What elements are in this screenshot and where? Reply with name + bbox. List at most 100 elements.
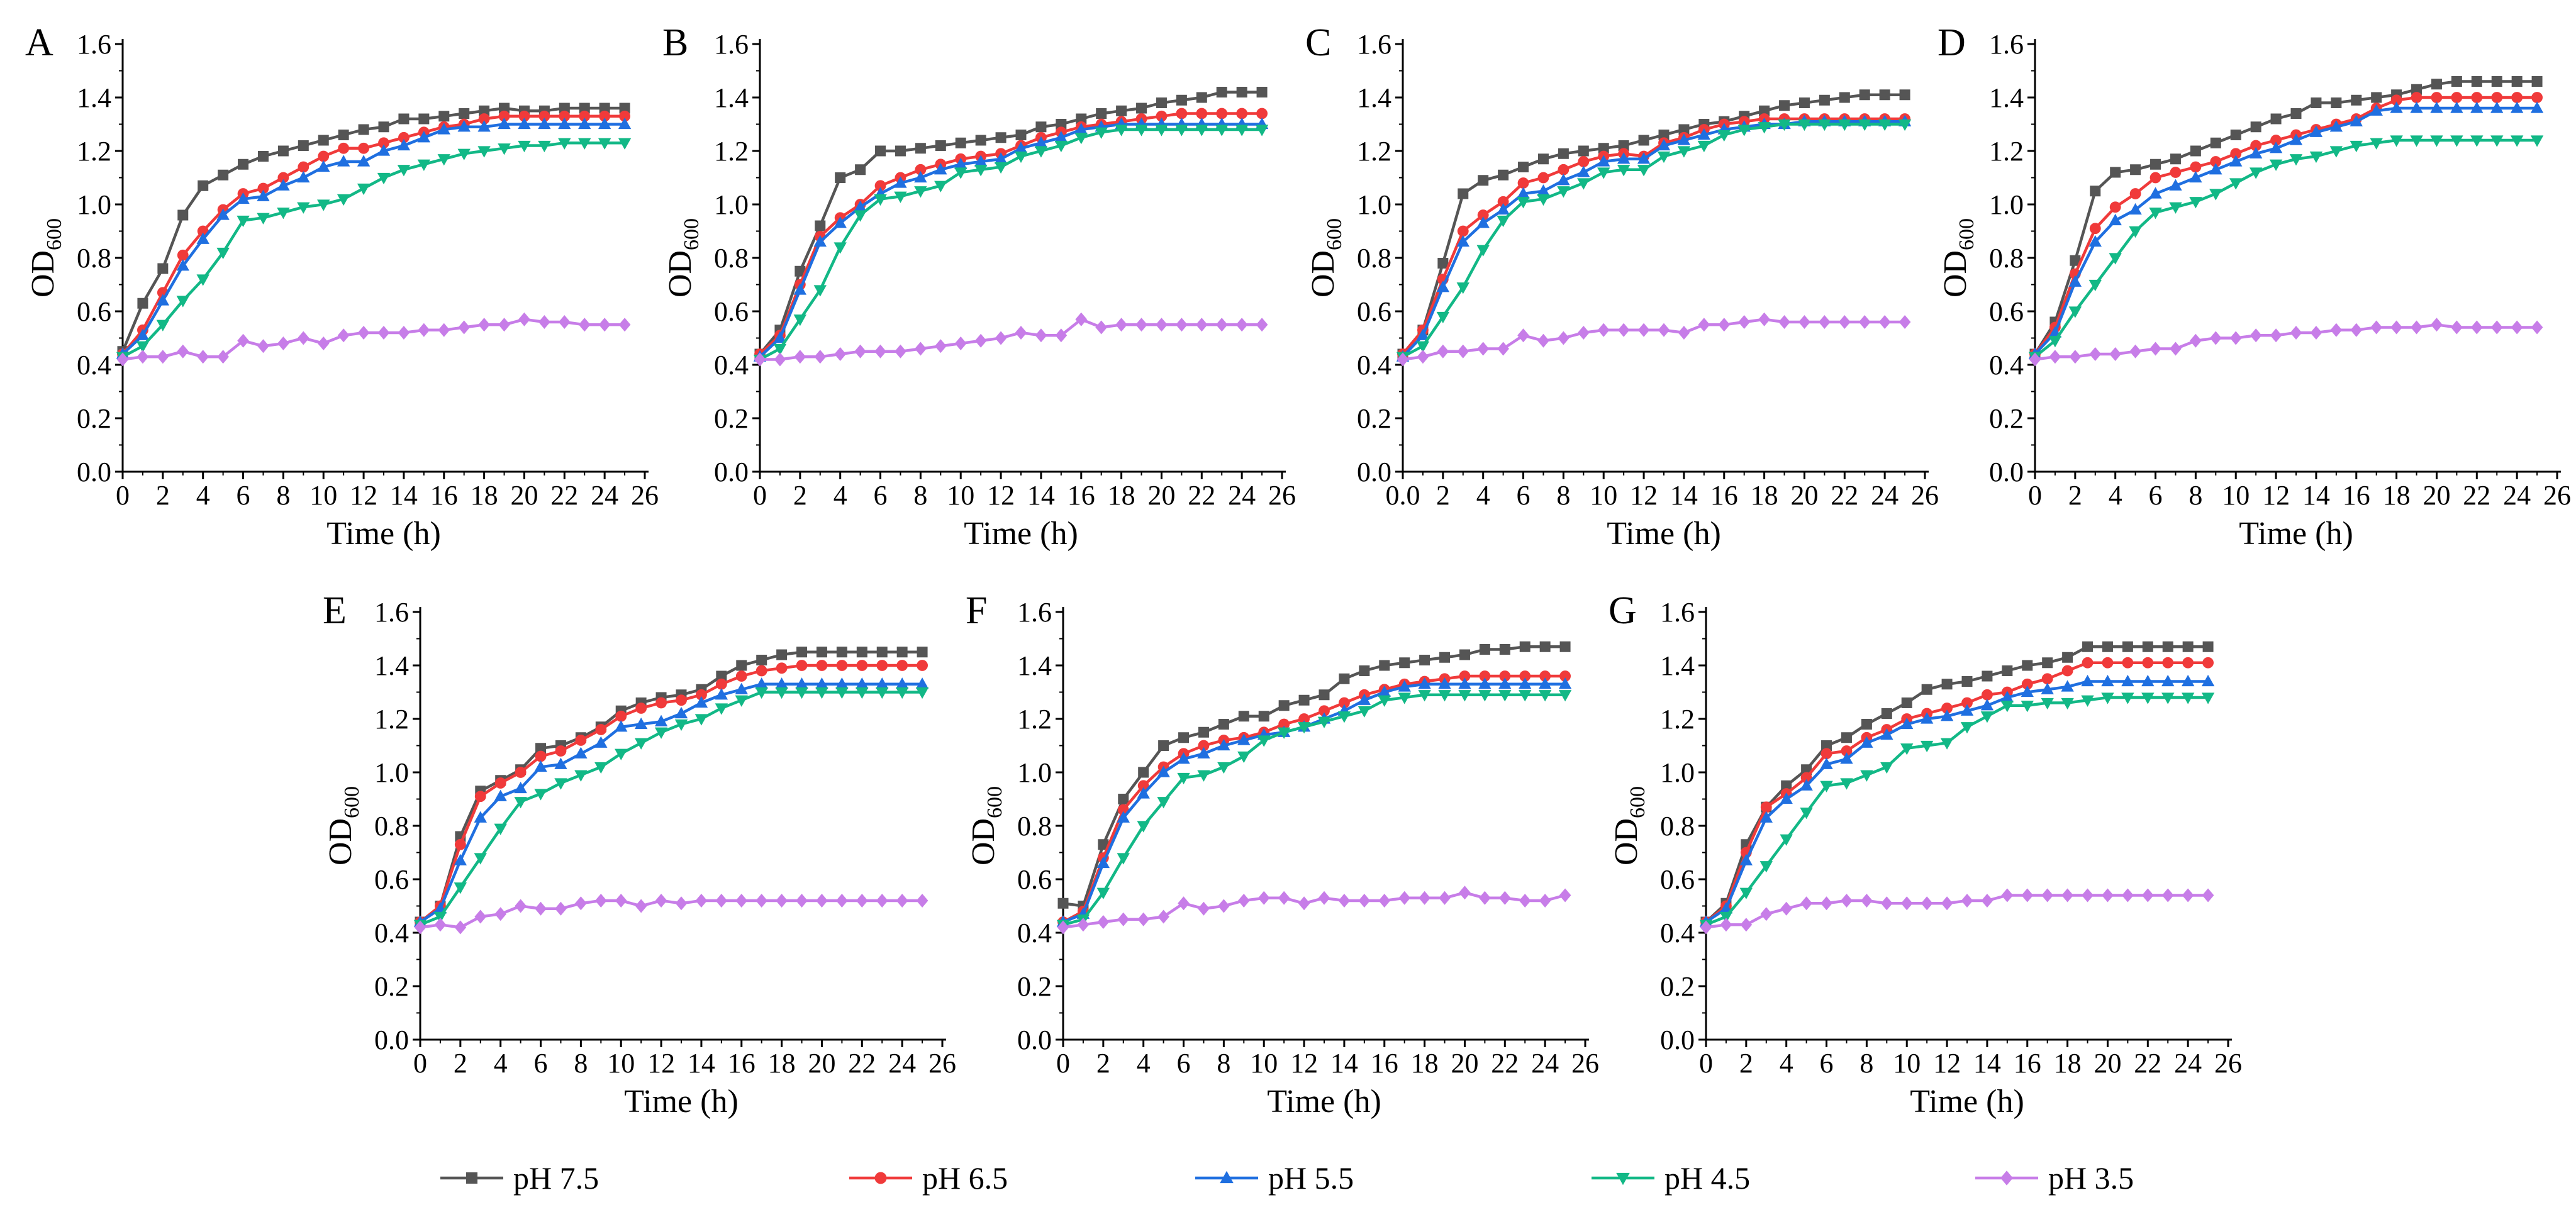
point-ph-5-5-f-25 (1558, 677, 1572, 689)
point-ph-3-5-e-0 (414, 920, 427, 935)
point-ph-5-5-a-24 (598, 117, 611, 130)
series-ph-7-5-d (2029, 76, 2543, 360)
point-ph-7-5-f-18 (1419, 655, 1430, 665)
point-ph-4-5-d-1 (2048, 336, 2062, 348)
point-ph-4-5-f-16 (1378, 695, 1391, 707)
series-ph-7-5-f (1057, 641, 1571, 911)
point-ph-6-5-g-21 (2122, 657, 2134, 669)
point-ph-5-5-d-14 (2309, 125, 2323, 137)
point-ph-3-5-f-9 (1237, 893, 1250, 908)
point-ph-5-5-c-7 (1537, 184, 1550, 196)
point-ph-7-5-b-10 (955, 137, 966, 148)
point-ph-4-5-b-16 (1074, 133, 1088, 145)
point-ph-7-5-d-10 (2230, 130, 2241, 140)
x-tick-label-d-5: 10 (2222, 480, 2250, 511)
point-ph-3-5-f-21 (1479, 891, 1491, 905)
point-ph-7-5-c-13 (1658, 130, 1670, 140)
point-ph-5-5-a-10 (317, 160, 330, 172)
x-tick-label-e-9: 18 (768, 1048, 796, 1079)
series-ph-4-5-f (1056, 690, 1572, 931)
point-ph-6-5-b-22 (1196, 108, 1208, 119)
point-ph-5-5-e-5 (514, 781, 527, 794)
x-tick-label-d-12: 24 (2503, 480, 2531, 511)
point-ph-7-5-g-18 (2062, 652, 2073, 663)
x-tick-label-d-6: 12 (2262, 480, 2290, 511)
point-ph-4-5-a-15 (417, 159, 431, 171)
point-ph-4-5-c-1 (1416, 341, 1430, 353)
x-tick-label-f-2: 4 (1137, 1048, 1151, 1079)
point-ph-6-5-g-12 (1941, 703, 1953, 714)
point-ph-7-5-f-8 (1218, 719, 1229, 730)
point-ph-4-5-a-13 (377, 172, 391, 185)
x-tick-label-d-4: 8 (2188, 480, 2202, 511)
point-ph-6-5-a-21 (538, 110, 550, 122)
point-ph-4-5-c-24 (1878, 119, 1892, 131)
point-ph-5-5-g-23 (2161, 674, 2175, 687)
point-ph-4-5-c-5 (1497, 215, 1510, 228)
y-tick-label-b-6: 1.2 (714, 136, 749, 167)
point-ph-5-5-e-25 (915, 677, 929, 689)
point-ph-7-5-a-14 (398, 113, 410, 125)
point-ph-7-5-c-2 (1437, 258, 1449, 269)
point-ph-3-5-b-25 (1256, 318, 1268, 332)
point-ph-4-5-c-15 (1697, 140, 1711, 153)
point-ph-6-5-g-22 (2142, 657, 2154, 669)
point-ph-7-5-b-8 (915, 143, 926, 154)
point-ph-6-5-g-5 (1800, 772, 1812, 784)
point-ph-3-5-c-25 (1899, 314, 1911, 330)
point-ph-5-5-g-12 (1940, 709, 1954, 721)
point-ph-4-5-g-25 (2201, 692, 2215, 704)
point-ph-3-5-f-25 (1559, 888, 1571, 903)
series-ph-7-5-e (415, 647, 928, 928)
point-ph-3-5-a-13 (377, 325, 390, 340)
point-ph-3-5-c-13 (1658, 323, 1670, 337)
point-ph-6-5-a-3 (177, 249, 189, 261)
point-ph-7-5-b-5 (855, 164, 866, 175)
point-ph-4-5-a-10 (317, 199, 330, 211)
point-ph-7-5-g-22 (2142, 641, 2153, 652)
point-ph-5-5-f-22 (1498, 677, 1512, 689)
x-tick-label-f-10: 20 (1451, 1048, 1478, 1079)
y-axis-title-main-b: OD (662, 250, 698, 297)
point-ph-3-5-b-6 (874, 344, 886, 358)
point-ph-4-5-f-25 (1558, 690, 1572, 702)
point-ph-3-5-c-0 (1397, 352, 1409, 367)
point-ph-6-5-f-4 (1137, 780, 1149, 792)
point-ph-6-5-f-24 (1539, 670, 1551, 682)
point-ph-6-5-d-7 (2170, 167, 2182, 178)
point-ph-3-5-d-10 (2229, 331, 2242, 345)
x-axis-title-d: Time (h) (2239, 516, 2353, 552)
point-ph-6-5-d-4 (2109, 201, 2121, 213)
point-ph-4-5-c-19 (1778, 119, 1791, 131)
point-ph-6-5-e-10 (615, 710, 627, 722)
point-ph-7-5-g-10 (1901, 697, 1912, 708)
point-ph-4-5-a-21 (538, 140, 551, 153)
point-ph-4-5-a-9 (297, 202, 310, 214)
point-ph-5-5-c-4 (1476, 216, 1490, 228)
point-ph-7-5-b-18 (1116, 105, 1127, 116)
point-ph-5-5-f-5 (1157, 765, 1170, 777)
point-ph-7-5-b-9 (935, 140, 946, 151)
point-ph-3-5-c-11 (1617, 323, 1630, 337)
point-ph-3-5-f-18 (1419, 891, 1430, 905)
point-ph-4-5-c-7 (1537, 194, 1550, 206)
y-tick-label-g-2: 0.4 (1660, 918, 1695, 948)
series-line-ph-3-5-a (122, 318, 625, 361)
point-ph-5-5-d-21 (2450, 101, 2463, 113)
point-ph-5-5-f-3 (1117, 811, 1130, 823)
point-ph-7-5-a-13 (378, 121, 389, 133)
y-tick-label-d-6: 1.2 (1989, 136, 2024, 167)
point-ph-5-5-e-9 (594, 736, 608, 748)
point-ph-4-5-c-4 (1476, 245, 1490, 257)
point-ph-6-5-e-6 (535, 750, 547, 762)
x-tick-label-f-13: 26 (1571, 1048, 1599, 1079)
point-ph-4-5-g-14 (1980, 711, 1994, 723)
point-ph-5-5-c-11 (1617, 152, 1631, 164)
point-ph-7-5-g-12 (1941, 679, 1953, 690)
point-ph-4-5-a-6 (237, 215, 250, 228)
y-tick-label-c-6: 1.2 (1357, 136, 1391, 167)
point-ph-7-5-e-17 (756, 655, 767, 665)
point-ph-5-5-g-5 (1800, 779, 1813, 791)
point-ph-7-5-d-17 (2371, 92, 2382, 103)
series-ph-4-5-g (1699, 692, 2215, 931)
